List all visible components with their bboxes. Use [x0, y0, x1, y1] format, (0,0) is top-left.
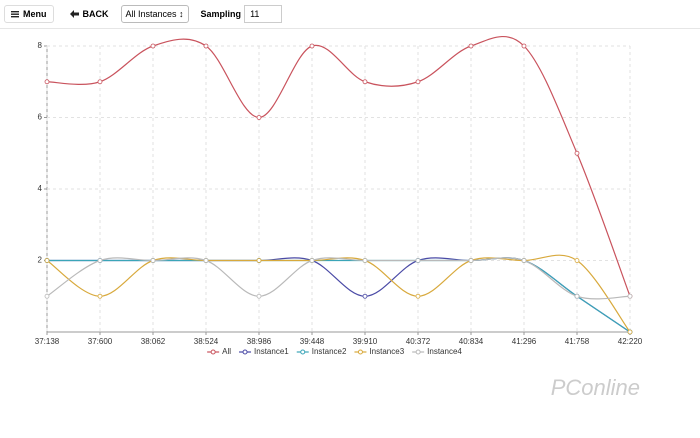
data-point — [97, 293, 103, 299]
x-tick-label: 40:372 — [406, 337, 431, 346]
x-tick-label: 37:138 — [35, 337, 60, 346]
legend-label: Instance1 — [254, 347, 289, 356]
data-point — [521, 43, 527, 49]
chart: PConline 2 4 6 8 37:138 37:600 38:062 38:524 38:… — [35, 36, 643, 400]
data-point — [44, 79, 50, 85]
x-tick-label: 39:910 — [353, 337, 378, 346]
legend-marker — [357, 349, 363, 355]
data-point — [309, 43, 315, 49]
y-tick-label: 4 — [38, 184, 43, 193]
data-point — [309, 258, 315, 263]
menu-text: Menu — [23, 9, 47, 19]
y-tick-label: 6 — [38, 113, 43, 122]
menu-button[interactable]: Menu — [4, 5, 54, 23]
select-text: All Instances — [125, 9, 177, 19]
menu-icon — [11, 11, 19, 18]
data-point — [627, 329, 633, 335]
back-text: BACK — [82, 9, 109, 19]
instance-select[interactable]: All Instances ↕ — [120, 5, 189, 23]
series-line — [46, 257, 631, 300]
legend-marker — [300, 349, 306, 355]
data-point — [256, 293, 262, 299]
data-point — [627, 293, 633, 299]
data-point — [256, 115, 262, 120]
data-point — [44, 258, 50, 263]
x-tick-label: 41:296 — [512, 337, 537, 346]
data-point — [468, 258, 474, 263]
x-tick-label: 42:220 — [618, 337, 643, 346]
data-point — [362, 258, 368, 263]
y-tick-label: 2 — [38, 256, 43, 265]
data-point — [150, 258, 156, 263]
toolbar: Menu BACK All Instances ↕ Sampling 11 — [0, 0, 700, 29]
data-point — [415, 293, 421, 299]
x-tick-label: 38:524 — [194, 337, 219, 346]
legend-label: All — [222, 347, 231, 356]
watermark: PConline — [551, 375, 640, 400]
data-point — [203, 258, 209, 263]
sampling-input[interactable]: 11 — [244, 5, 283, 23]
data-point — [150, 43, 156, 49]
data-point — [574, 150, 580, 156]
data-point — [362, 79, 368, 85]
x-tick-label: 39:448 — [300, 337, 325, 346]
legend-label: Instance3 — [369, 347, 404, 356]
data-point — [574, 258, 580, 263]
sampling-label: Sampling — [200, 9, 242, 19]
legend-marker — [210, 349, 216, 355]
data-point — [97, 79, 103, 85]
legend: All Instance1 Instance2 Instance3 Instance4 — [207, 347, 462, 356]
data-point — [468, 43, 474, 49]
data-point — [44, 293, 50, 299]
x-tick-label: 38:986 — [247, 337, 272, 346]
sampling-value: 11 — [250, 9, 260, 19]
legend-label: Instance2 — [312, 347, 347, 356]
data-point — [415, 258, 421, 263]
data-point — [256, 258, 262, 263]
series-line — [47, 257, 631, 333]
x-tick-label: 38:062 — [141, 337, 166, 346]
data-point — [362, 293, 368, 299]
data-point — [97, 258, 103, 263]
data-point — [574, 293, 580, 299]
back-icon — [69, 10, 79, 18]
x-tick-label: 37:600 — [88, 337, 113, 346]
legend-marker — [242, 349, 248, 355]
x-tick-label: 41:758 — [565, 337, 590, 346]
legend-marker — [415, 349, 421, 355]
back-button[interactable]: BACK — [64, 6, 115, 22]
y-tick-label: 8 — [38, 41, 43, 50]
data-point — [203, 43, 209, 49]
series-line — [47, 257, 631, 333]
legend-label: Instance4 — [427, 347, 462, 356]
x-tick-label: 40:834 — [459, 337, 484, 346]
data-point — [521, 258, 527, 263]
data-point — [415, 79, 421, 85]
series-line — [46, 254, 631, 333]
